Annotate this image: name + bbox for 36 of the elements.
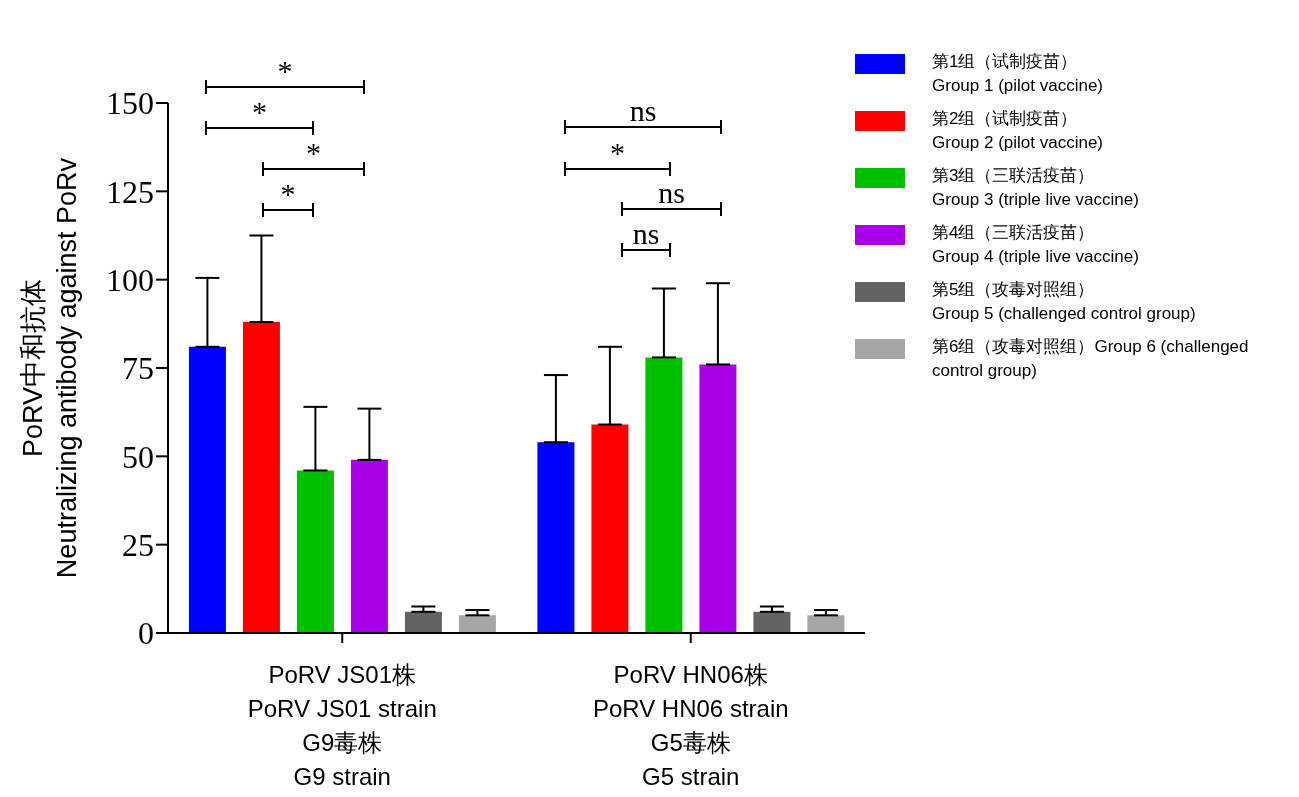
bar — [807, 615, 845, 633]
annotation: * — [252, 95, 267, 128]
legend-label: 第6组（攻毒对照组）Group 6 (challenged control group) — [932, 336, 1250, 382]
annotation: ns — [629, 94, 657, 127]
x-tick-label: PoRV HN06株 PoRV HN06 strain G5毒株 G5 strain — [592, 661, 789, 790]
y-tick-label: 100 — [106, 262, 154, 299]
annotation: ns — [658, 176, 685, 209]
bar — [753, 611, 791, 633]
bar — [242, 322, 280, 633]
y-tick-label: 25 — [122, 527, 154, 564]
legend-label: 第3组（三联活疫苗） Group 3 (triple live vaccine) — [932, 165, 1140, 211]
bar — [458, 615, 496, 633]
bar — [404, 611, 442, 633]
y-tick-label: 50 — [122, 438, 154, 475]
annotation: * — [610, 136, 625, 169]
x-tick-label: PoRV JS01株 PoRV JS01 strain G9毒株 G9 strain — [247, 661, 437, 790]
annotation: ns — [632, 217, 660, 250]
annotation: * — [280, 177, 296, 210]
legend-label: 第1组（试制疫苗） Group 1 (pilot vaccine) — [932, 51, 1105, 97]
bar — [645, 357, 683, 633]
y-axis-title: PoRV中和抗体 Neutralizing antibody against PoRv — [18, 157, 82, 579]
text: * — [277, 54, 293, 87]
y-tick-label: 150 — [106, 85, 154, 122]
annotation: * — [306, 136, 321, 169]
bar — [188, 346, 226, 633]
legend-label: 第2组（试制疫苗） Group 2 (pilot vaccine) — [932, 108, 1105, 154]
bar — [699, 364, 737, 633]
y-tick-label: 75 — [122, 350, 154, 387]
y-tick-label: 125 — [106, 173, 154, 210]
bar — [296, 470, 334, 633]
y-tick-label: 0 — [138, 615, 154, 652]
legend-label: 第4组（三联活疫苗） Group 4 (triple live vaccine) — [932, 222, 1140, 268]
legend-label: 第5组（攻毒对照组） Group 5 (challenged control group) — [932, 279, 1197, 325]
bar — [537, 442, 575, 633]
bar — [591, 424, 629, 633]
bar — [350, 459, 388, 633]
